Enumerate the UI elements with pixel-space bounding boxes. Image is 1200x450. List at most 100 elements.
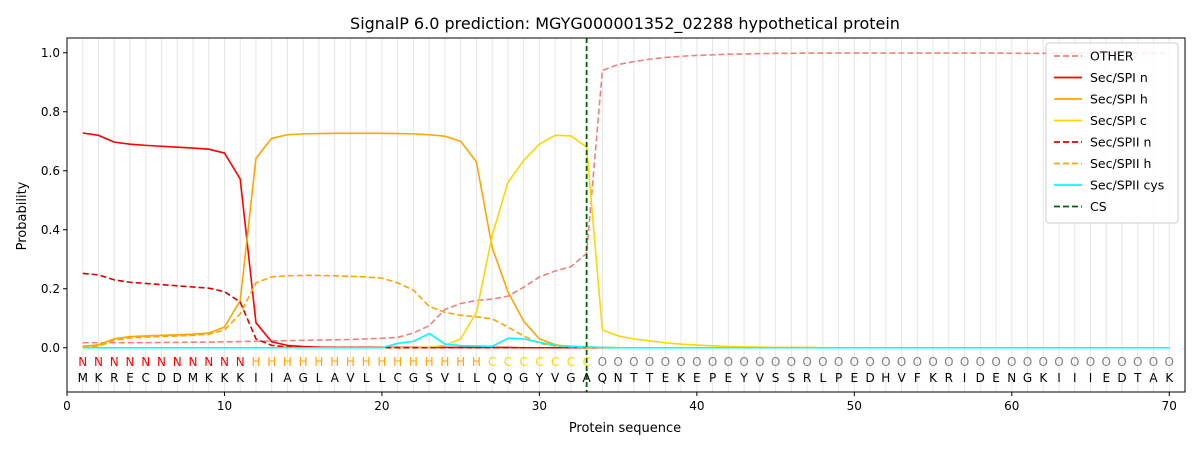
residue-label: E: [992, 371, 1000, 385]
sequence-labels: NMNKNRNENCNDNDNMNKNKNKHIHIHAHGHLHAHVHLHL…: [78, 355, 1175, 385]
legend-entry: OTHER: [1090, 49, 1134, 64]
region-label: H: [440, 355, 449, 369]
region-label: H: [472, 355, 481, 369]
region-label: C: [567, 355, 575, 369]
region-label: N: [188, 355, 197, 369]
region-label: H: [409, 355, 418, 369]
residue-label: T: [1133, 371, 1142, 385]
region-label: N: [236, 355, 245, 369]
region-label: O: [850, 355, 859, 369]
legend-entry: Sec/SPI n: [1090, 70, 1148, 85]
region-label: C: [488, 355, 496, 369]
residue-label: Q: [503, 371, 512, 385]
y-axis-label: Probability: [15, 181, 30, 250]
x-tick-label: 40: [689, 399, 704, 413]
residue-label: I: [1089, 371, 1093, 385]
legend-box: [1045, 42, 1179, 224]
legend-entry: Sec/SPI h: [1090, 92, 1148, 107]
residue-label: V: [756, 371, 765, 385]
region-label: O: [1086, 355, 1095, 369]
residue-label: V: [551, 371, 560, 385]
residue-label: K: [677, 371, 686, 385]
residue-label: E: [1102, 371, 1110, 385]
region-label: O: [1054, 355, 1063, 369]
region-label: O: [613, 355, 622, 369]
residue-label: L: [819, 371, 826, 385]
region-label: O: [913, 355, 922, 369]
residue-label: E: [851, 371, 859, 385]
region-label: O: [661, 355, 670, 369]
x-tick-label: 70: [1162, 399, 1177, 413]
region-label: N: [220, 355, 229, 369]
residue-label: I: [963, 371, 967, 385]
residue-label: P: [709, 371, 716, 385]
residue-label: K: [221, 371, 230, 385]
residue-label: I: [254, 371, 258, 385]
residue-label: V: [441, 371, 450, 385]
region-label: N: [204, 355, 213, 369]
residue-label: L: [473, 371, 480, 385]
region-label: O: [818, 355, 827, 369]
residue-label: C: [142, 371, 150, 385]
residue-label: G: [566, 371, 575, 385]
residue-label: E: [693, 371, 701, 385]
residue-label: Q: [598, 371, 607, 385]
region-label: O: [739, 355, 748, 369]
residue-label: Y: [535, 371, 544, 385]
axes: 0 10 20 30 40 50 60 70 0.0 0.2 0.4 0.6 0.8 1.0: [41, 37, 1186, 413]
y-tick-label: 1.0: [41, 46, 60, 60]
region-label: O: [1133, 355, 1142, 369]
residue-label: R: [803, 371, 811, 385]
region-label: C: [582, 355, 590, 369]
residue-label: R: [945, 371, 953, 385]
region-label: O: [1070, 355, 1079, 369]
residue-label: Y: [739, 371, 748, 385]
y-tick-label: 0.2: [41, 282, 60, 296]
residue-label: K: [205, 371, 214, 385]
region-label: H: [251, 355, 260, 369]
residue-label: P: [835, 371, 842, 385]
region-label: H: [299, 355, 308, 369]
residue-label: D: [1117, 371, 1126, 385]
residue-label: S: [425, 371, 433, 385]
x-tick-label: 20: [374, 399, 389, 413]
residue-label: I: [1057, 371, 1061, 385]
x-tick-label: 50: [847, 399, 862, 413]
residue-label: N: [1007, 371, 1016, 385]
x-tick-label: 0: [63, 399, 71, 413]
region-label: C: [519, 355, 527, 369]
region-label: O: [928, 355, 937, 369]
residue-label: L: [379, 371, 386, 385]
region-label: H: [362, 355, 371, 369]
residue-label: L: [363, 371, 370, 385]
region-label: O: [692, 355, 701, 369]
residue-label: E: [126, 371, 134, 385]
residue-label: M: [78, 371, 88, 385]
region-label: O: [865, 355, 874, 369]
region-label: O: [834, 355, 843, 369]
region-label: O: [1039, 355, 1048, 369]
y-tick-label: 0.0: [41, 341, 60, 355]
region-label: H: [283, 355, 292, 369]
residue-label: S: [788, 371, 796, 385]
plot-area: [82, 38, 1170, 392]
region-label: N: [141, 355, 150, 369]
residue-label: F: [914, 371, 921, 385]
region-label: O: [1023, 355, 1032, 369]
region-label: O: [787, 355, 796, 369]
region-label: O: [755, 355, 764, 369]
residue-label: A: [1149, 371, 1158, 385]
region-label: O: [676, 355, 685, 369]
x-tick-label: 10: [217, 399, 232, 413]
region-label: O: [645, 355, 654, 369]
residue-label: T: [645, 371, 654, 385]
residue-label: K: [929, 371, 938, 385]
region-label: O: [629, 355, 638, 369]
region-label: O: [881, 355, 890, 369]
region-label: C: [504, 355, 512, 369]
chart-title: SignalP 6.0 prediction: MGYG000001352_02…: [350, 14, 900, 34]
residue-label: H: [881, 371, 890, 385]
residue-label: C: [393, 371, 401, 385]
